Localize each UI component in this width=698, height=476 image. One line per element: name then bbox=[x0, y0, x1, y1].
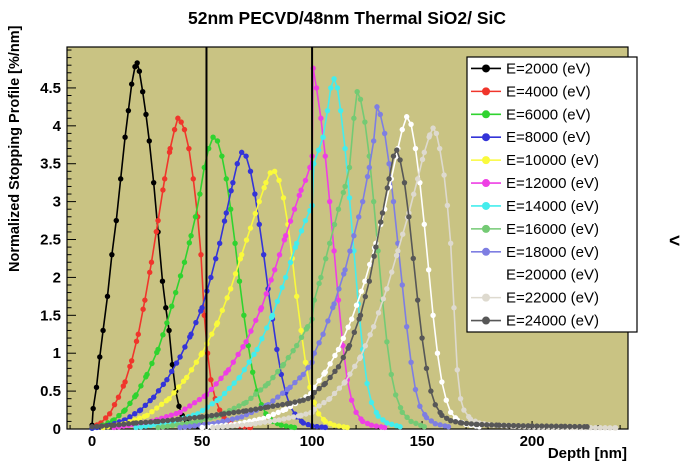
y-tick-label: 4.5 bbox=[40, 80, 61, 97]
legend-item: E=18000 (eV) bbox=[471, 244, 599, 261]
legend-label: E=24000 (eV) bbox=[506, 313, 599, 330]
x-tick-label: 200 bbox=[520, 433, 545, 450]
legend-item: E=10000 (eV) bbox=[471, 152, 599, 169]
legend-label: E=22000 (eV) bbox=[506, 290, 599, 307]
legend-label: E=10000 (eV) bbox=[506, 152, 599, 169]
x-tick-label: 50 bbox=[194, 433, 211, 450]
y-tick-label: 1.5 bbox=[40, 307, 61, 324]
x-tick-label: 0 bbox=[88, 433, 96, 450]
y-tick-label: 3.5 bbox=[40, 156, 61, 173]
axis-tick-labels: 0 50 100 150 200 0 0.5 1 1.5 2 2.5 3 3.5 4 4.5 bbox=[40, 80, 544, 450]
y-tick-label: 2 bbox=[53, 269, 61, 286]
legend: E=2000 (eV) E=4000 (eV) E=6000 (eV) E=8000 … bbox=[466, 56, 638, 333]
legend-item: E=20000 (eV) bbox=[471, 267, 599, 284]
y-tick-label: 3 bbox=[53, 194, 61, 211]
legend-item: E=12000 (eV) bbox=[471, 175, 599, 192]
x-tick-label: 150 bbox=[410, 433, 435, 450]
y-tick-label: 0 bbox=[53, 421, 61, 438]
series-24000 bbox=[89, 147, 590, 430]
legend-label: E=18000 (eV) bbox=[506, 244, 599, 261]
legend-item: E=2000 (eV) bbox=[471, 60, 591, 77]
right-caret-glyph: < bbox=[669, 231, 680, 252]
series-18000 bbox=[177, 103, 452, 431]
series-8000 bbox=[89, 149, 328, 431]
x-tick-label: 100 bbox=[300, 433, 325, 450]
legend-label: E=20000 (eV) bbox=[506, 267, 599, 284]
y-axis-title: Normalized Stopping Profile [%/nm] bbox=[7, 25, 23, 272]
legend-label: E=4000 (eV) bbox=[506, 83, 591, 100]
y-tick-label: 2.5 bbox=[40, 232, 61, 249]
legend-label: E=6000 (eV) bbox=[506, 106, 591, 123]
y-tick-label: 1 bbox=[53, 345, 61, 362]
y-tick-label: 4 bbox=[53, 118, 62, 135]
legend-label: E=14000 (eV) bbox=[506, 198, 599, 215]
legend-label: E=12000 (eV) bbox=[506, 175, 599, 192]
legend-item: E=16000 (eV) bbox=[471, 221, 599, 238]
legend-label: E=8000 (eV) bbox=[506, 129, 591, 146]
y-tick-label: 0.5 bbox=[40, 383, 61, 400]
legend-label: E=16000 (eV) bbox=[506, 221, 599, 238]
legend-item: E=24000 (eV) bbox=[471, 313, 599, 330]
chart-title: 52nm PECVD/48nm Thermal SiO2/ SiC bbox=[188, 8, 506, 28]
series-group bbox=[89, 60, 619, 431]
legend-item: E=22000 (eV) bbox=[471, 290, 599, 307]
legend-item: E=8000 (eV) bbox=[471, 129, 591, 146]
legend-item: E=6000 (eV) bbox=[471, 106, 591, 123]
legend-label: E=2000 (eV) bbox=[506, 60, 591, 77]
x-axis-title: Depth [nm] bbox=[548, 445, 627, 462]
legend-item: E=14000 (eV) bbox=[471, 198, 599, 215]
legend-item: E=4000 (eV) bbox=[471, 83, 591, 100]
